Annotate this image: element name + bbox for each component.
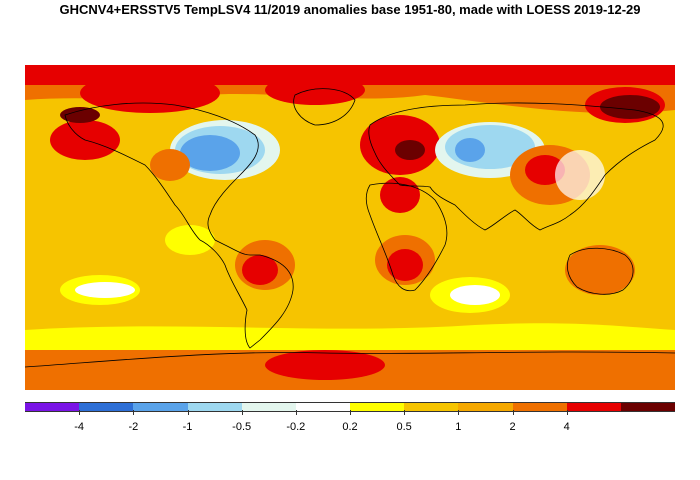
legend-tick-mark (187, 410, 189, 415)
canada-arctic-warm (80, 73, 220, 113)
legend-swatch (350, 403, 405, 411)
alaska-hot (60, 107, 100, 123)
antarctic-warm (265, 350, 385, 380)
greenland-warm (265, 75, 365, 105)
legend-tick-label: -2 (128, 421, 139, 433)
brazil-hot (242, 255, 278, 285)
legend-swatch (512, 403, 567, 411)
legend-swatch (25, 403, 80, 411)
coastlines (25, 88, 675, 368)
legend-tick-mark (404, 410, 406, 415)
legend-swatch (566, 403, 621, 411)
legend-tick-label: 1 (455, 421, 462, 433)
siberia-cold-core (455, 138, 485, 162)
legend-tick-mark (241, 410, 243, 415)
southern-ocean-band (25, 323, 675, 350)
anomaly-map (25, 65, 675, 390)
greenland-outline (293, 88, 356, 126)
legend-swatch (295, 403, 351, 411)
legend-tick-label: 0.2 (342, 421, 358, 433)
na-cold-core (180, 135, 240, 171)
antarctica-outline (25, 351, 675, 368)
black-sea-hot (395, 140, 425, 160)
legend-tick-label: 2 (509, 421, 516, 433)
legend-swatch (187, 403, 242, 411)
legend-swatch (241, 403, 296, 411)
eurasia-outline (368, 102, 664, 231)
map-canvas (25, 65, 675, 390)
africa-outline (365, 182, 448, 292)
legend-tick-mark (566, 410, 568, 415)
indian-ocean-neutral (450, 285, 500, 305)
north-africa-warm (380, 177, 420, 213)
pacific-neutral-1 (75, 282, 135, 298)
asia-neutral (555, 150, 605, 200)
legend-tick-label: 0.5 (396, 421, 412, 433)
legend-tick-label: -0.5 (232, 421, 252, 433)
legend-tick-label: -4 (74, 421, 85, 433)
africa-south-hot (387, 249, 423, 281)
legend-tick-mark (133, 410, 135, 415)
na-west-warm (150, 149, 190, 181)
legend-tick-mark (350, 410, 351, 415)
legend-tick-mark (295, 410, 297, 415)
legend-swatch (79, 403, 134, 411)
legend-tick-label: -1 (182, 421, 193, 433)
legend-swatch (458, 403, 513, 411)
map-title: GHCNV4+ERSSTV5 TempLSV4 11/2019 anomalie… (59, 2, 641, 17)
australia-outline (566, 247, 634, 295)
central-asia-hot (525, 155, 565, 185)
legend-swatch (133, 403, 188, 411)
legend-tick-label: -0.2 (286, 421, 306, 433)
pacific-mild-2 (165, 225, 215, 255)
americas-outline (64, 102, 294, 349)
legend-tick-mark (79, 410, 81, 415)
australia-warm (565, 245, 635, 295)
legend-tick-label: 4 (563, 421, 570, 433)
legend-swatch (620, 403, 676, 411)
legend-tick-mark (512, 410, 514, 415)
legend-tick-mark (458, 410, 460, 415)
east-siberia-hot (600, 95, 660, 119)
legend-ticks: -4 -2 -1 -0.5 -0.2 0.2 0.5 1 2 4 (25, 410, 675, 434)
legend-swatch (404, 403, 459, 411)
